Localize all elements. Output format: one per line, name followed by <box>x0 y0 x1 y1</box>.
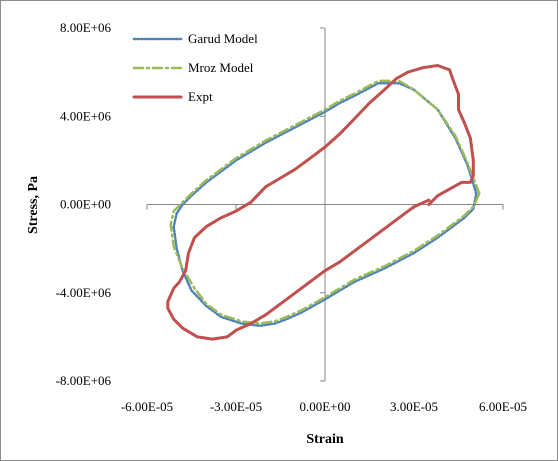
legend-label: Garud Model <box>188 31 258 46</box>
x-axis-title: Strain <box>306 432 344 447</box>
x-tick-label: 6.00E-05 <box>479 399 527 414</box>
series-line-expt <box>166 64 475 341</box>
legend-label: Expt <box>188 89 213 104</box>
legend-layer: Garud Model Mroz Model Expt <box>132 31 258 104</box>
y-tick-label: 4.00E+06 <box>60 108 112 123</box>
x-tick-label: 3.00E-05 <box>390 399 438 414</box>
axes-layer: -6.00E-05 -3.00E-05 0.00E+00 3.00E-05 6.00E-… <box>56 20 527 414</box>
x-tick-label: -3.00E-05 <box>210 399 262 414</box>
y-tick-label: -4.00E+06 <box>56 285 112 300</box>
y-tick-label: -8.00E+06 <box>56 373 112 388</box>
series-line-mroz-model <box>169 79 481 325</box>
legend-label: Mroz Model <box>188 60 254 75</box>
series-layer <box>166 64 481 341</box>
x-tick-label: 0.00E+00 <box>299 399 350 414</box>
y-tick-label: 0.00E+00 <box>60 197 111 212</box>
y-tick-label: 8.00E+06 <box>60 20 112 35</box>
x-tick-label: -6.00E-05 <box>121 399 173 414</box>
y-axis-title: Stress, Pa <box>26 176 41 234</box>
